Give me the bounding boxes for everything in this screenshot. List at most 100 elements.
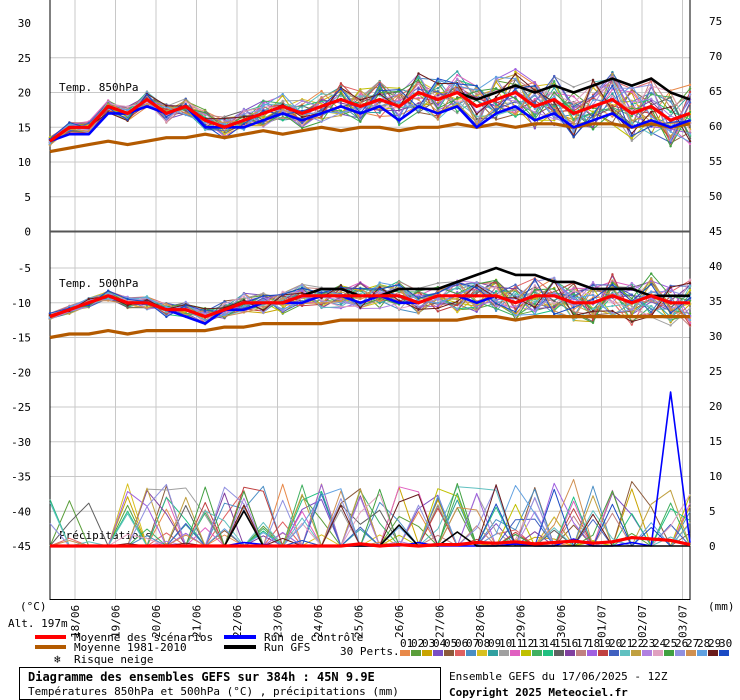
member-850-point (397, 123, 401, 127)
member-850-point (514, 77, 517, 81)
member-500-point (242, 299, 246, 302)
member-500-point (242, 295, 246, 298)
member-850-point (669, 110, 672, 113)
member-500-point (397, 307, 401, 310)
member-850-point (630, 108, 634, 112)
member-precip-line (50, 485, 691, 547)
left-tick-label: 25 (18, 52, 31, 65)
member-850-point (397, 109, 401, 112)
member-850-point (320, 89, 323, 93)
member-500-point (262, 311, 265, 314)
member-850-point (494, 87, 498, 90)
member-500-point (106, 289, 110, 292)
pert-number: 15 (554, 637, 567, 650)
member-850-point (572, 105, 575, 108)
series-mean-500-line (49, 294, 690, 319)
member-500-point (630, 310, 634, 313)
member-500-point (184, 303, 187, 307)
pert-color-swatch (675, 650, 685, 656)
member-850-point (397, 101, 401, 104)
pert-number: 05 (444, 637, 457, 650)
member-850-point (688, 90, 692, 94)
pert-number: 09 (488, 637, 501, 650)
member-500-point (630, 308, 634, 311)
member-850-point (572, 95, 575, 98)
member-850-point (533, 113, 537, 116)
member-500-point (553, 292, 556, 295)
series-control-850-line (49, 105, 691, 143)
member-850-point (456, 73, 459, 77)
member-850-point (320, 92, 323, 95)
member-850-point (669, 96, 672, 99)
pert-number: 20 (609, 637, 622, 650)
pert-color-swatch (444, 650, 454, 656)
member-850-point (281, 119, 284, 122)
member-850-point (417, 96, 420, 100)
member-850-point (688, 101, 692, 104)
member-850-point (611, 84, 614, 87)
member-500-point (456, 297, 459, 301)
member-850-point (359, 98, 362, 102)
member-850-point (417, 72, 420, 75)
member-850-point (650, 133, 653, 136)
pert-color-swatch (510, 650, 520, 656)
member-500-point (533, 309, 537, 313)
chart-subtitle: Températures 850hPa et 500hPa (°C) , pré… (28, 685, 399, 698)
member-500-point (650, 308, 653, 311)
member-850-point (669, 130, 672, 134)
member-850-point (165, 115, 168, 119)
member-500-point (378, 299, 381, 303)
member-850-point (68, 121, 71, 124)
member-850-point (145, 102, 149, 106)
member-850-point (553, 117, 556, 121)
right-tick-label: 10 (709, 470, 722, 483)
member-850-point (650, 97, 653, 101)
member-850-point (456, 88, 459, 91)
member-850-point (417, 102, 420, 105)
member-500-point (630, 297, 634, 300)
member-500-point (591, 321, 595, 325)
member-500-point (553, 302, 556, 305)
pert-color-swatch (477, 650, 487, 656)
member-850-point (475, 88, 478, 92)
member-500-point (397, 280, 401, 283)
member-500-point (339, 305, 343, 308)
member-500-point (630, 293, 634, 296)
pert-color-swatch (521, 650, 531, 656)
legend-snow-label: Risque neige (74, 653, 153, 666)
member-850-point (359, 95, 362, 98)
member-850-point (591, 127, 595, 131)
member-850-point (320, 108, 323, 112)
member-850-point (339, 90, 343, 93)
series-mean-precip-line (50, 535, 691, 548)
member-850-point (300, 121, 304, 125)
member-500-point (494, 307, 498, 310)
pert-color-swatch (708, 650, 718, 656)
member-500-point (223, 300, 226, 303)
member-500-point (591, 310, 595, 313)
member-500-point (533, 300, 537, 304)
pert-number: 16 (565, 637, 578, 650)
right-tick-label: 15 (709, 435, 722, 448)
member-850-point (184, 103, 187, 106)
member-500-point (572, 287, 575, 290)
right-tick-label: 35 (709, 295, 722, 308)
member-500-point (611, 309, 614, 313)
member-850-point (533, 84, 537, 87)
member-850-point (320, 117, 323, 120)
member-500-point (475, 281, 478, 284)
left-tick-label: -10 (11, 297, 31, 310)
pert-number: 19 (598, 637, 611, 650)
x-tick-label: 29/06 (515, 605, 528, 638)
member-850-point (378, 101, 381, 104)
member-850-point (397, 97, 401, 100)
member-850-point (242, 115, 246, 119)
pert-number: 02 (411, 637, 424, 650)
member-850-point (417, 109, 420, 112)
member-850-point (339, 101, 343, 105)
pert-number: 08 (477, 637, 490, 650)
member-850-point (572, 107, 575, 110)
member-500-point (203, 307, 207, 311)
member-850-point (203, 111, 207, 114)
member-850-point (533, 87, 537, 90)
